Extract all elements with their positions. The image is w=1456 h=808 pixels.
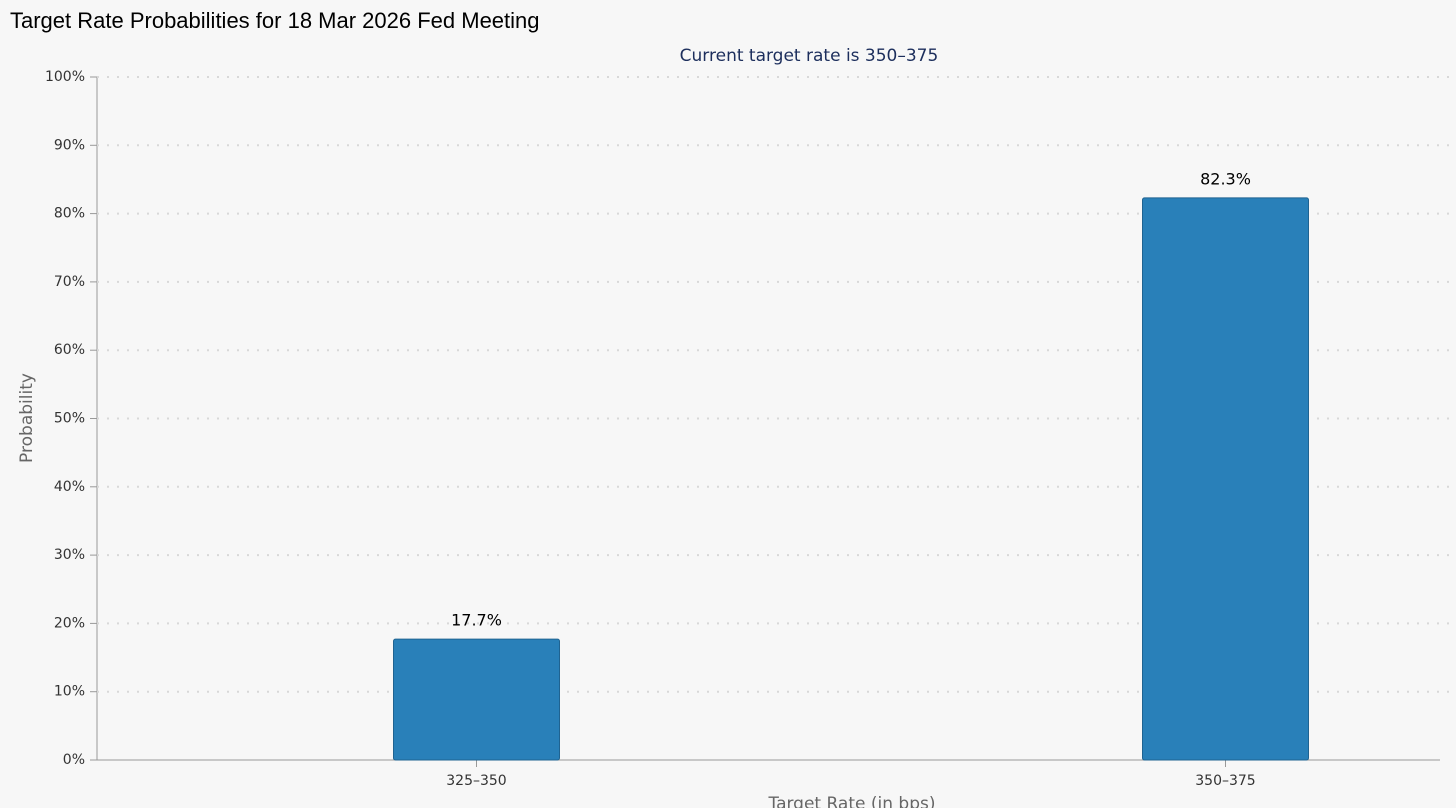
data-label: 82.3% bbox=[1200, 169, 1251, 188]
data-label: 17.7% bbox=[451, 611, 502, 630]
y-tick-label: 20% bbox=[54, 615, 85, 631]
y-tick-label: 100% bbox=[45, 69, 85, 85]
y-tick-label: 60% bbox=[54, 342, 85, 358]
y-tick-label: 30% bbox=[54, 547, 85, 563]
y-tick-label: 90% bbox=[54, 137, 85, 153]
y-axis-title: Probability bbox=[17, 373, 37, 463]
y-tick-label: 0% bbox=[63, 752, 85, 768]
y-tick-label: 50% bbox=[54, 411, 85, 427]
bar bbox=[393, 638, 560, 761]
chart-subtitle: Current target rate is 350–375 bbox=[680, 46, 939, 66]
bar bbox=[1142, 197, 1309, 761]
y-tick-label: 70% bbox=[54, 274, 85, 290]
x-axis-title: Target Rate (in bps) bbox=[768, 794, 936, 808]
x-tick-label: 325–350 bbox=[446, 773, 506, 789]
x-tick-label: 350–375 bbox=[1195, 773, 1255, 789]
y-tick-label: 80% bbox=[54, 206, 85, 222]
chart-title: Target Rate Probabilities for 18 Mar 202… bbox=[10, 8, 540, 33]
y-tick-label: 10% bbox=[54, 684, 85, 700]
y-tick-label: 40% bbox=[54, 479, 85, 495]
